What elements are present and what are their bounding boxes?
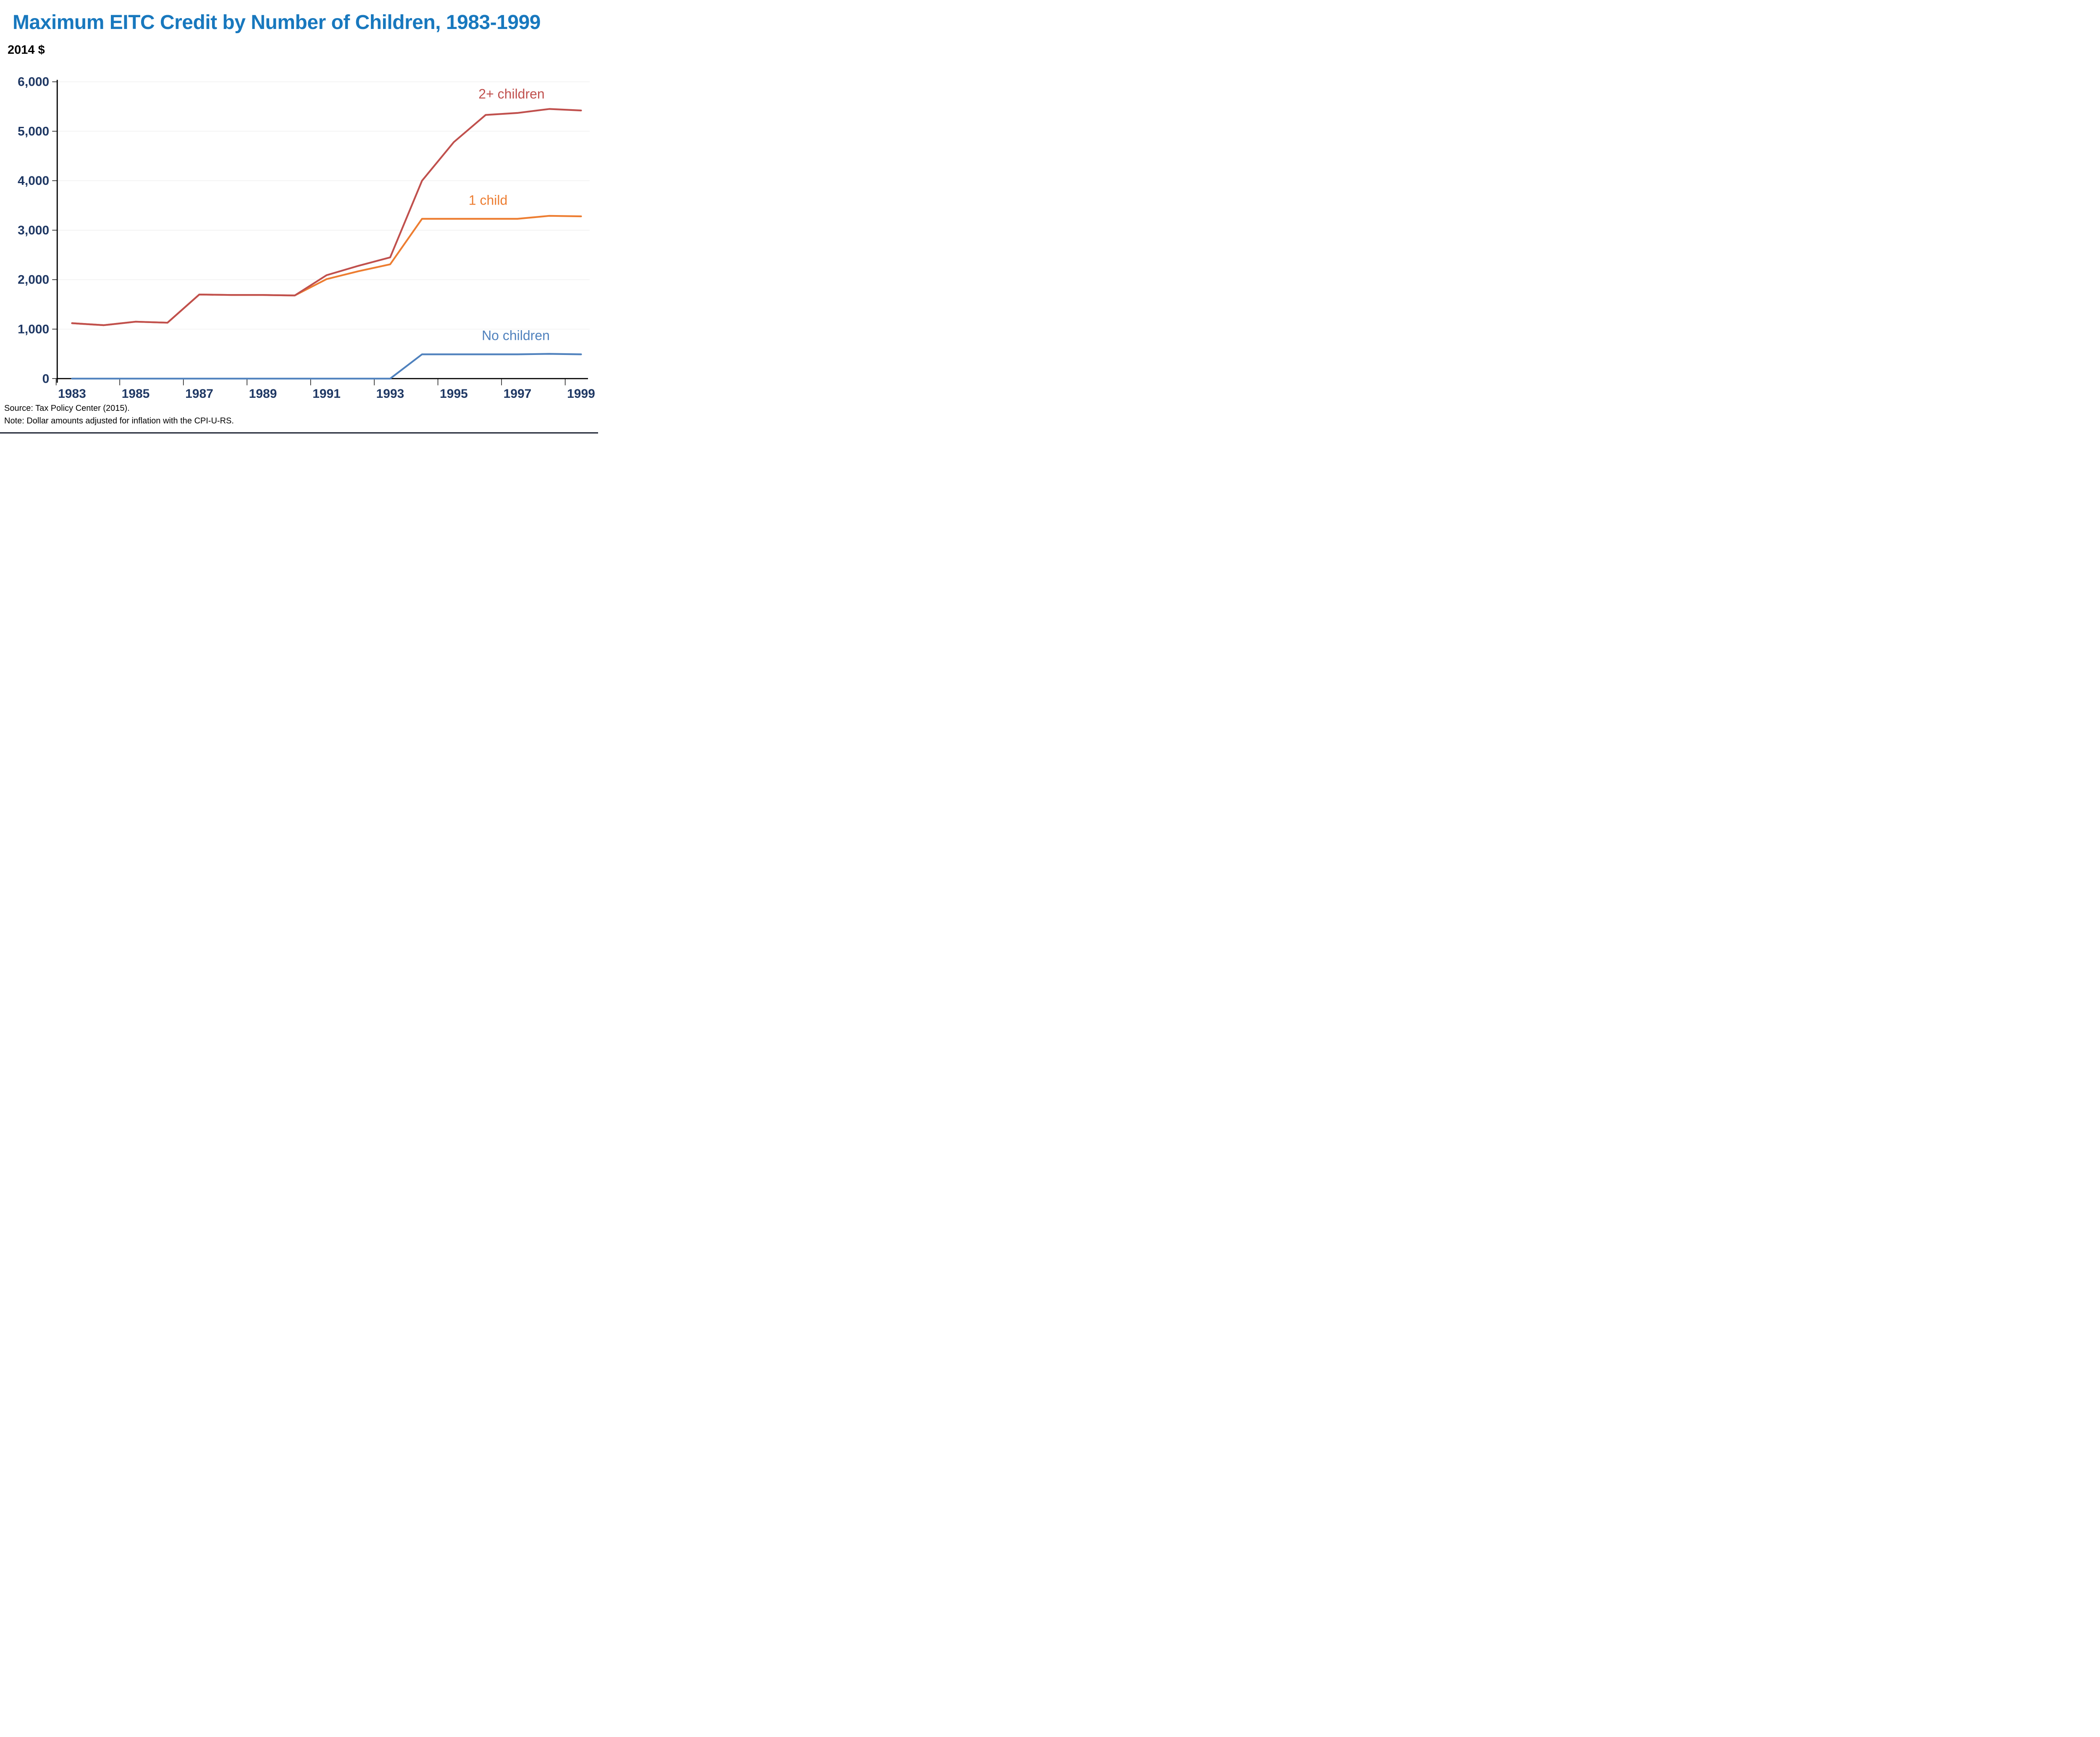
- x-tick-label: 1999: [567, 387, 595, 401]
- y-tick-label: 0: [42, 372, 50, 386]
- x-tick-labels: 1983 1985 1987 1989 1991 1993 1995 1997 1999: [58, 387, 595, 401]
- y-tick-label: 4,000: [18, 174, 49, 188]
- x-tick-label: 1985: [122, 387, 150, 401]
- series-line-2-children: [71, 108, 582, 326]
- y-tick-label: 6,000: [18, 75, 49, 89]
- y-tick-label: 2,000: [18, 273, 49, 287]
- x-tick-label: 1997: [504, 387, 532, 401]
- x-ticks: [55, 378, 566, 386]
- y-tick-label: 5,000: [18, 124, 49, 138]
- y-tick-label: 3,000: [18, 223, 49, 237]
- y-ticks: [52, 81, 58, 379]
- chart-page: Maximum EITC Credit by Number of Childre…: [0, 0, 598, 434]
- gridlines: [57, 81, 590, 330]
- x-tick-label: 1987: [185, 387, 213, 401]
- series-line-no-children: [71, 353, 582, 380]
- series-label-no-children: No children: [482, 328, 550, 343]
- x-tick-label: 1989: [249, 387, 277, 401]
- x-tick-label: 1991: [312, 387, 341, 401]
- y-tick-label: 1,000: [18, 322, 49, 336]
- y-axis-unit-label: 2014 $: [8, 43, 45, 57]
- x-tick-label: 1995: [440, 387, 468, 401]
- series-label-2-children: 2+ children: [478, 86, 545, 102]
- source-note: Source: Tax Policy Center (2015).: [4, 404, 130, 413]
- page-title: Maximum EITC Credit by Number of Childre…: [13, 11, 541, 34]
- y-tick-labels: 0 1,000 2,000 3,000 4,000 5,000 6,000: [18, 75, 49, 386]
- x-tick-label: 1993: [376, 387, 404, 401]
- x-tick-label: 1983: [58, 387, 86, 401]
- series-line-1-child: [71, 215, 582, 326]
- bottom-rule: [0, 432, 598, 434]
- series-label-1-child: 1 child: [468, 192, 508, 208]
- inflation-note: Note: Dollar amounts adjusted for inflat…: [4, 416, 234, 426]
- footer: Source: Tax Policy Center (2015). Note: …: [4, 402, 234, 427]
